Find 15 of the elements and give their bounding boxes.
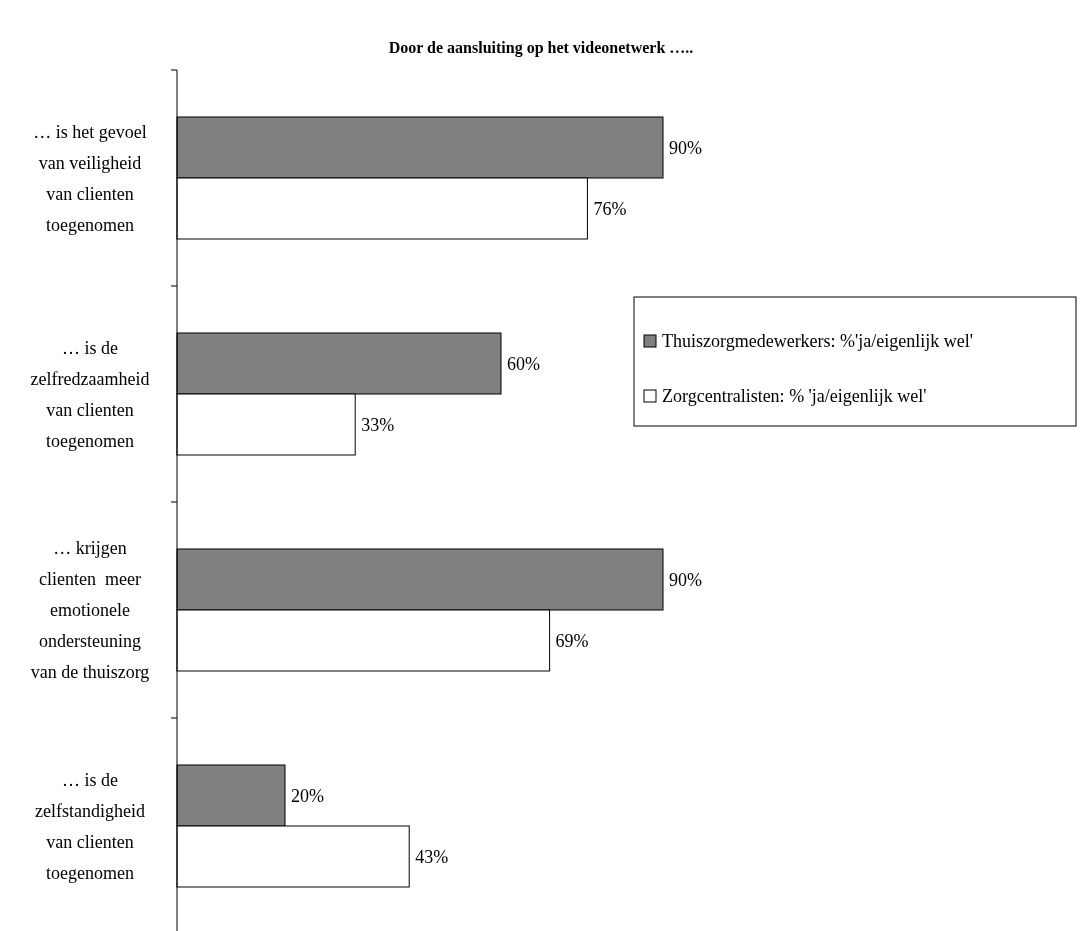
y-tick-label: … is het gevoel van veiligheid van clienten toegenomen (33, 121, 147, 235)
data-label: 76% (593, 198, 627, 219)
data-label: 90% (669, 137, 702, 158)
data-label: 90% (669, 569, 702, 590)
y-tick-label: … krijgen clienten meer emotionele ondersteuning van de thuiszorg (30, 538, 150, 682)
data-label: 60% (507, 353, 540, 374)
data-label: 33% (361, 414, 395, 435)
data-label: 69% (555, 630, 589, 651)
legend-label: Thuiszorgmedewerkers: %'ja/eigenlijk wel' (662, 331, 974, 351)
data-label: 43% (415, 846, 449, 867)
legend-label: Zorgcentralisten: % 'ja/eigenlijk wel' (662, 386, 927, 406)
y-tick-label: … is de zelfredzaamheid van clienten toegenomen (30, 337, 150, 451)
y-tick-label: … is de zelfstandigheid van clienten toegenomen (35, 769, 145, 883)
chart-title: Door de aansluiting op het videonetwerk ….. (388, 39, 694, 57)
data-label: 20% (291, 785, 324, 806)
